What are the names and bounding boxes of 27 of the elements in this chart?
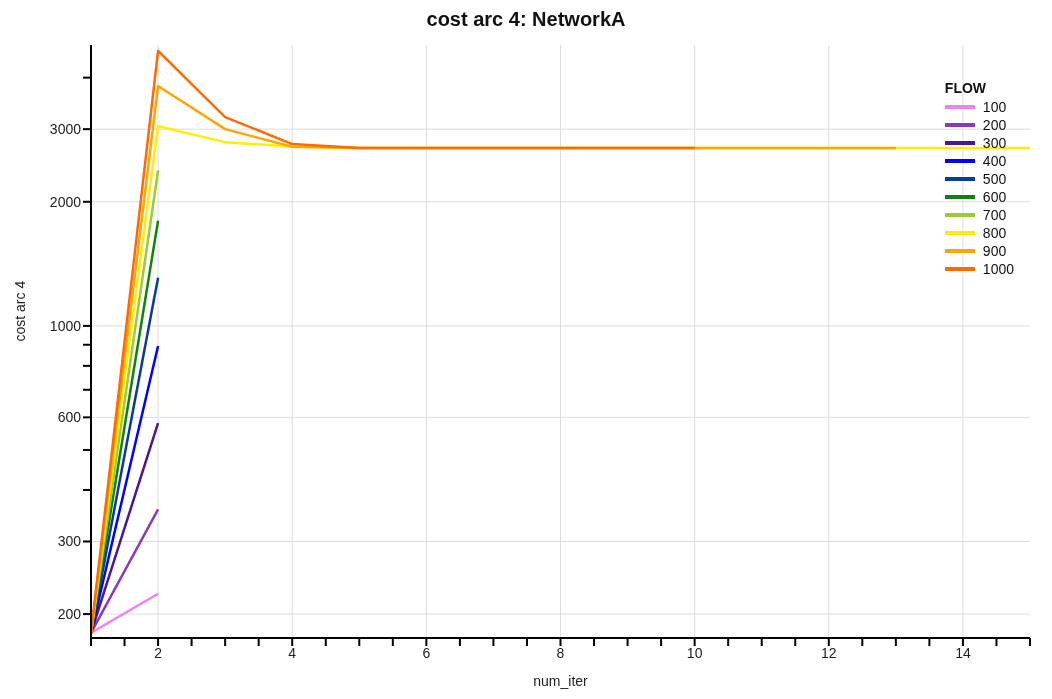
x-tick-label: 6 (422, 644, 431, 661)
x-axis-title: num_iter (533, 673, 589, 689)
legend-label: 500 (982, 171, 1007, 187)
y-tick-label: 3000 (49, 121, 82, 138)
legend-label: 400 (982, 153, 1007, 169)
x-tick-label: 14 (955, 644, 971, 661)
x-tick-label: 2 (154, 644, 163, 661)
legend-label: 800 (982, 225, 1007, 241)
y-tick-label: 200 (57, 606, 82, 623)
legend-label: 600 (982, 189, 1007, 205)
legend-label: 200 (982, 117, 1007, 133)
y-axis-title: cost arc 4 (11, 280, 28, 342)
y-tick-label: 2000 (49, 193, 82, 210)
legend-label: 300 (982, 135, 1007, 151)
legend-label: 700 (982, 207, 1007, 223)
legend-label: 900 (982, 243, 1007, 259)
legend-title: FLOW (944, 80, 988, 96)
x-tick-label: 8 (556, 644, 565, 661)
x-tick-label: 4 (288, 644, 297, 661)
chart-title: cost arc 4: NetworkA (425, 8, 627, 31)
y-tick-label: 600 (57, 409, 82, 426)
x-tick-label: 10 (686, 644, 703, 661)
y-tick-label: 300 (57, 533, 82, 550)
legend-label: 100 (982, 99, 1007, 115)
y-tick-label: 1000 (49, 317, 82, 334)
x-tick-label: 12 (821, 644, 837, 661)
legend-label: 1000 (982, 261, 1014, 277)
